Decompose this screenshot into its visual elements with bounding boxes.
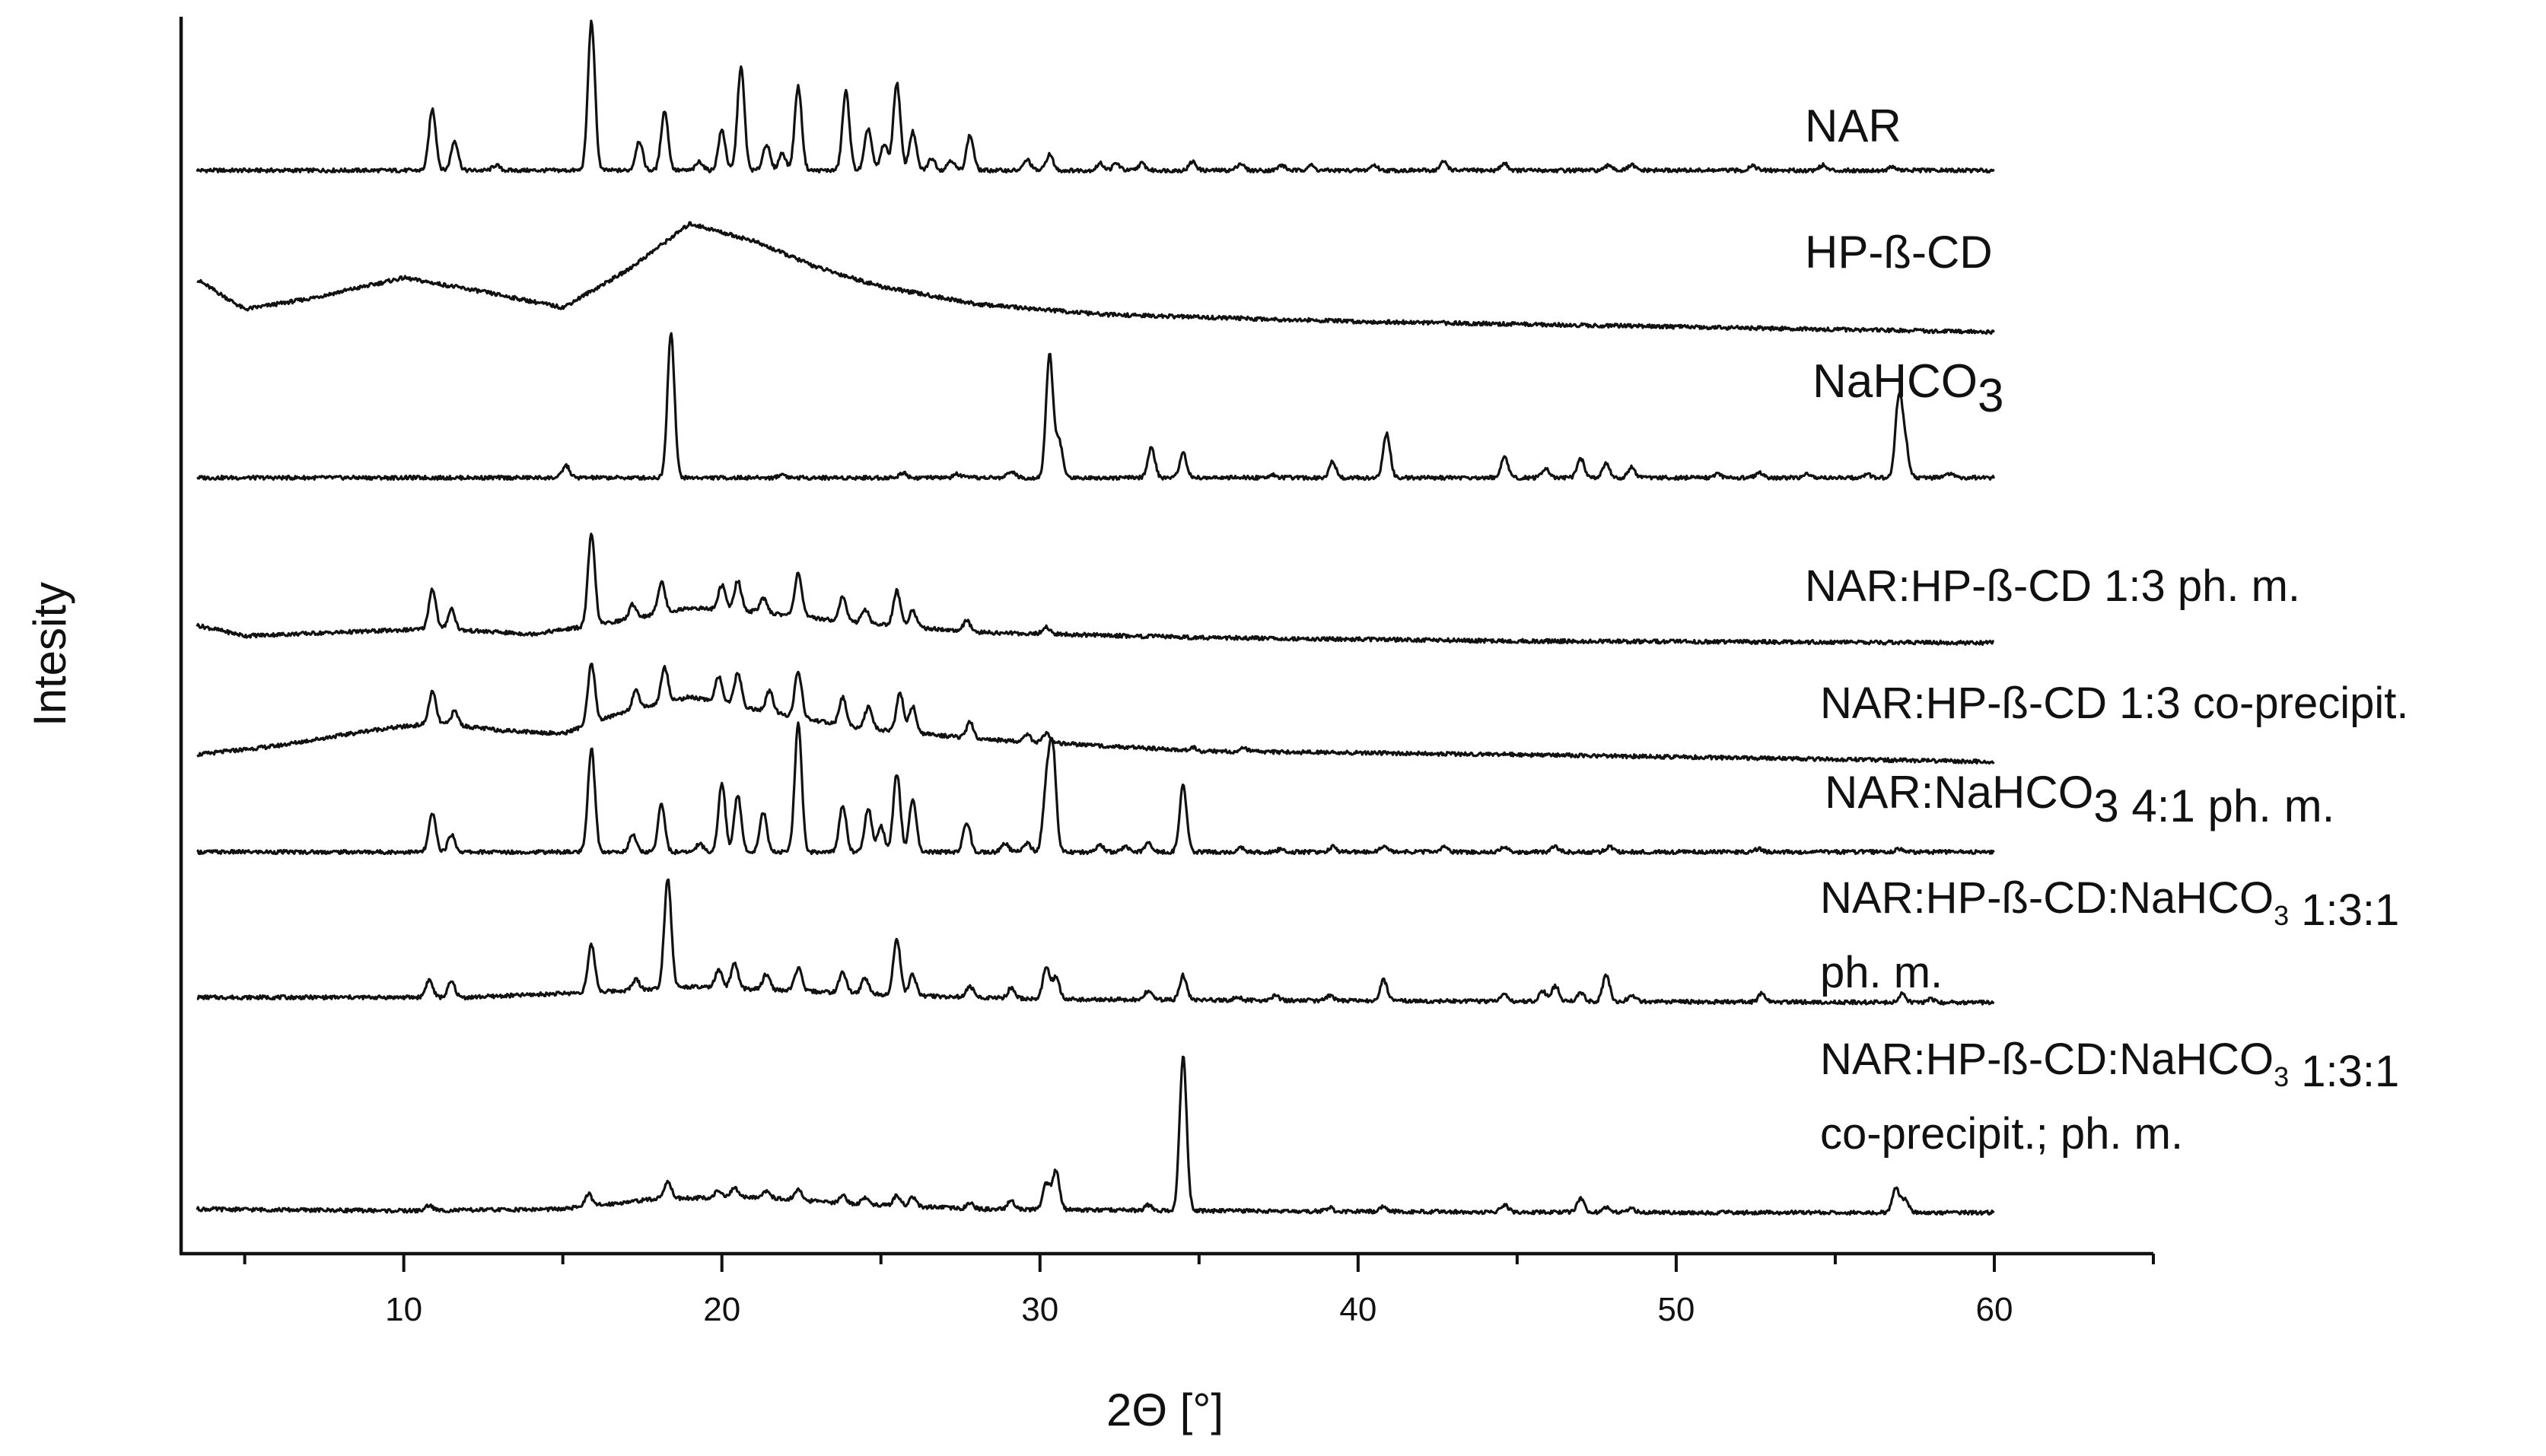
y-axis-title: Intesity xyxy=(24,582,75,726)
trace-6 xyxy=(196,721,1995,856)
trace-1 xyxy=(196,19,1995,174)
trace-7 xyxy=(196,878,1995,1006)
series-label-5: NAR:HP-ß-CD 1:3 co-precipit. xyxy=(1820,679,2408,728)
x-tick-label: 10 xyxy=(385,1291,422,1328)
x-tick-label: 50 xyxy=(1657,1291,1695,1328)
x-tick-label: 60 xyxy=(1975,1291,2013,1328)
trace-4 xyxy=(196,532,1994,647)
trace-8 xyxy=(196,1055,1995,1216)
x-tick-label: 40 xyxy=(1339,1291,1376,1328)
trace-3 xyxy=(196,332,1996,482)
series-label-7-line2: ph. m. xyxy=(1820,948,1943,997)
series-label-3: NaHCO3 xyxy=(1812,355,2004,422)
series-label-2: HP-ß-CD xyxy=(1805,227,1993,278)
x-axis-title: 2Θ [°] xyxy=(1106,1384,1224,1435)
trace-5 xyxy=(196,663,1995,765)
x-ticks: 10 20 30 40 50 60 xyxy=(243,1254,2155,1328)
diffraction-traces xyxy=(196,19,1996,1216)
series-label-4: NAR:HP-ß-CD 1:3 ph. m. xyxy=(1805,561,2300,611)
x-tick-label: 20 xyxy=(703,1291,740,1328)
series-label-6: NAR:NaHCO3 4:1 ph. m. xyxy=(1825,767,2334,831)
x-tick-label: 30 xyxy=(1021,1291,1058,1328)
series-label-1: NAR xyxy=(1805,100,1902,151)
series-label-8-line2: co-precipit.; ph. m. xyxy=(1820,1109,2183,1159)
series-label-7: NAR:HP-ß-CD:NaHCO3 1:3:1 xyxy=(1820,873,2399,935)
trace-2 xyxy=(196,221,1995,335)
series-label-8: NAR:HP-ß-CD:NaHCO3 1:3:1 xyxy=(1820,1035,2399,1096)
series-labels: NAR HP-ß-CD NaHCO3 NAR:HP-ß-CD 1:3 ph. m. NA… xyxy=(1805,100,2408,1159)
axes xyxy=(179,17,2153,1256)
